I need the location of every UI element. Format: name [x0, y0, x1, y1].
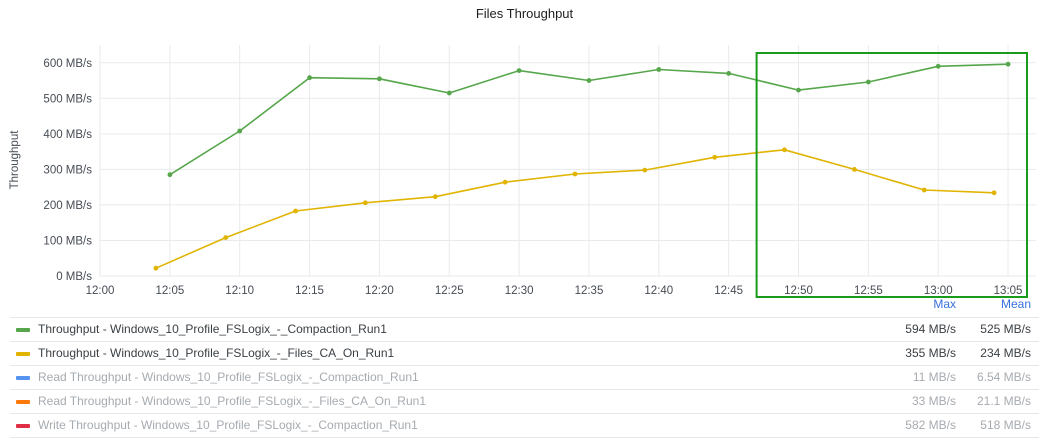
x-tick-label: 12:10	[225, 285, 254, 297]
series-1-point	[1005, 61, 1011, 67]
chart-grid	[99, 45, 1036, 277]
legend-row[interactable]: Throughput - Windows_10_Profile_FSLogix_…	[10, 317, 1039, 341]
legend-series-name[interactable]: Read Throughput - Windows_10_Profile_FSL…	[38, 394, 426, 408]
y-tick-label: 300 MB/s	[43, 164, 92, 176]
chart-series	[153, 61, 1011, 271]
legend-swatch[interactable]	[16, 352, 30, 356]
x-tick-label: 12:30	[505, 285, 534, 297]
legend-row[interactable]: Read Throughput - Windows_10_Profile_FSL…	[10, 365, 1039, 389]
legend-swatch[interactable]	[16, 376, 30, 380]
legend-swatch[interactable]	[16, 424, 30, 428]
series-2-point	[642, 167, 648, 173]
y-tick-label: 600 MB/s	[43, 58, 92, 70]
series-1-point	[935, 63, 941, 69]
series-2-point	[502, 179, 508, 185]
legend-max-value: 355 MB/s	[905, 346, 956, 360]
series-1-point	[516, 68, 522, 73]
series-1-point	[237, 128, 243, 134]
legend-max-value: 33 MB/s	[911, 394, 956, 408]
x-tick-label: 12:55	[854, 285, 883, 297]
y-tick-label: 500 MB/s	[43, 93, 92, 105]
series-2-point	[852, 167, 857, 172]
x-tick-label: 12:15	[295, 285, 324, 297]
series-1-point	[866, 79, 871, 85]
throughput-chart: 0 MB/s 100 MB/s 200 MB/s 300 MB/s 400 MB/s 50…	[9, 45, 1036, 298]
series-1-point	[656, 67, 662, 72]
legend-mean-header[interactable]: Mean	[1000, 297, 1031, 311]
x-tick-label: 13:00	[924, 285, 953, 297]
legend-mean-value: 6.54 MB/s	[976, 370, 1031, 384]
series-2-point	[572, 171, 578, 177]
series-2-point	[363, 200, 368, 206]
legend-max-value: 582 MB/s	[905, 418, 956, 432]
series-2-point	[712, 154, 718, 160]
series-2-point	[782, 147, 787, 153]
x-tick-label: 12:05	[155, 285, 184, 297]
series-1-point	[167, 172, 173, 178]
x-tick-label: 12:45	[714, 285, 743, 297]
series-1-point	[446, 90, 452, 96]
legend-mean-value: 234 MB/s	[980, 346, 1031, 360]
series-1-point	[796, 87, 801, 93]
series-2-point	[921, 187, 927, 193]
series-1-point	[586, 78, 592, 83]
legend-series-name[interactable]: Write Throughput - Windows_10_Profile_FS…	[38, 418, 418, 432]
y-tick-label: 100 MB/s	[43, 235, 92, 247]
legend-mean-value: 21.1 MB/s	[976, 394, 1031, 408]
series-1-point	[377, 76, 382, 82]
series-2-point	[293, 208, 298, 214]
x-tick-label: 12:50	[784, 285, 813, 297]
series-2-point	[223, 235, 229, 241]
legend-header: Max Mean	[10, 297, 1039, 313]
x-tick-label: 12:40	[644, 285, 673, 297]
x-tick-label: 12:00	[86, 285, 115, 297]
legend-series-name[interactable]: Throughput - Windows_10_Profile_FSLogix_…	[38, 322, 387, 336]
legend-max-header[interactable]: Max	[933, 297, 956, 311]
legend-mean-value: 518 MB/s	[980, 418, 1031, 432]
x-axis-ticks: 12:00 12:05 12:10 12:15 12:20 12:25 12:30 12:35…	[86, 285, 1023, 297]
y-axis-ticks: 0 MB/s 100 MB/s 200 MB/s 300 MB/s 400 MB/s 50…	[43, 58, 92, 283]
x-tick-label: 13:05	[994, 285, 1023, 297]
legend-mean-value: 525 MB/s	[980, 322, 1031, 336]
legend-max-value: 594 MB/s	[905, 322, 956, 336]
legend-row[interactable]: Throughput - Windows_10_Profile_FSLogix_…	[10, 341, 1039, 365]
series-2-point	[432, 194, 438, 200]
y-axis-label: Throughput	[9, 130, 21, 190]
legend-swatch[interactable]	[16, 400, 30, 404]
y-tick-label: 0 MB/s	[56, 271, 92, 283]
legend-rows: Throughput - Windows_10_Profile_FSLogix_…	[10, 317, 1039, 438]
highlight-box	[755, 52, 1028, 298]
y-tick-label: 400 MB/s	[43, 129, 92, 141]
legend-swatch[interactable]	[16, 328, 30, 332]
series-2-point	[153, 265, 159, 271]
y-tick-label: 200 MB/s	[43, 200, 92, 212]
series-1-point	[726, 71, 732, 76]
series-2-point	[991, 190, 997, 196]
legend-max-value: 11 MB/s	[912, 370, 956, 384]
x-tick-label: 12:25	[435, 285, 464, 297]
legend-series-name[interactable]: Throughput - Windows_10_Profile_FSLogix_…	[38, 346, 395, 360]
series-1-point	[307, 75, 312, 81]
legend-row[interactable]: Write Throughput - Windows_10_Profile_FS…	[10, 413, 1039, 438]
panel-title: Files Throughput	[475, 6, 574, 21]
legend-series-name[interactable]: Read Throughput - Windows_10_Profile_FSL…	[38, 370, 419, 384]
x-tick-label: 12:20	[365, 285, 394, 297]
legend-row[interactable]: Read Throughput - Windows_10_Profile_FSL…	[10, 389, 1039, 413]
legend: Max Mean Throughput - Windows_10_Profile…	[10, 297, 1039, 438]
x-tick-label: 12:35	[575, 285, 604, 297]
